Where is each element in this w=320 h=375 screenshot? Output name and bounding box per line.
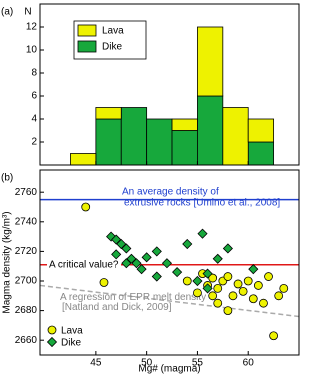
marker — [192, 275, 203, 287]
y-tick-label: 2720 — [15, 246, 38, 257]
marker — [248, 294, 258, 304]
panel-label: (b) — [1, 173, 13, 184]
marker — [279, 283, 289, 293]
y-tick-label: 2700 — [15, 276, 38, 287]
y-tick-label: 10 — [26, 45, 38, 56]
marker — [99, 278, 109, 287]
y-axis-label: N — [24, 7, 31, 18]
marker — [131, 258, 142, 269]
legend-marker — [47, 325, 57, 335]
marker — [172, 267, 183, 278]
marker — [111, 249, 122, 260]
x-axis-label: Mg# (magma) — [138, 364, 200, 375]
y-tick-label: 8 — [31, 68, 37, 79]
y-tick-label: 2660 — [15, 335, 38, 346]
marker — [151, 246, 162, 257]
marker — [116, 238, 127, 250]
bar — [120, 107, 148, 166]
marker — [274, 291, 284, 301]
annotation-text: An average density of — [122, 186, 219, 197]
bar — [197, 26, 224, 97]
marker — [202, 268, 213, 279]
marker — [213, 298, 223, 308]
marker — [228, 291, 238, 301]
panel-label: (a) — [1, 7, 13, 18]
bar — [197, 95, 224, 166]
marker — [208, 273, 218, 283]
marker — [264, 272, 273, 281]
bar — [95, 107, 122, 120]
marker — [197, 228, 208, 239]
x-tick-label: 55 — [192, 358, 204, 369]
x-tick-label: 60 — [243, 358, 255, 369]
marker — [222, 243, 233, 254]
marker — [182, 276, 192, 286]
y-tick-label: 6 — [31, 91, 37, 102]
y-tick-label: 4 — [31, 114, 37, 125]
marker — [202, 283, 213, 294]
marker — [193, 288, 202, 298]
y-tick-label: 2740 — [15, 216, 38, 227]
annotation: A critical value? — [49, 259, 119, 270]
bar — [146, 118, 173, 166]
marker — [243, 276, 253, 286]
annotation: A regression of EPR melt density [Natland… — [60, 292, 206, 313]
marker — [233, 279, 243, 289]
annotation-text: [Natland and Dick, 2009] — [62, 302, 172, 313]
y-tick-label: 2760 — [15, 187, 38, 198]
marker — [248, 264, 259, 275]
y-axis-label: Magma density (kg/m³) — [2, 211, 13, 313]
marker — [81, 202, 91, 212]
bar — [171, 118, 198, 131]
plot-frame — [39, 169, 300, 356]
marker — [161, 258, 173, 269]
marker — [141, 252, 152, 263]
y-tick-label: 2 — [31, 137, 37, 148]
annotation-text: A regression of EPR melt density — [60, 292, 206, 303]
marker — [259, 298, 268, 308]
legend-swatch — [77, 40, 97, 53]
marker — [136, 264, 147, 275]
plot-frame — [39, 3, 300, 166]
y-tick-label: 2680 — [15, 305, 38, 316]
marker — [121, 258, 132, 269]
marker — [223, 306, 233, 316]
annotation: An average density of extrusive rocks [Um… — [122, 186, 280, 208]
bar — [247, 141, 275, 166]
regression-line — [39, 284, 300, 318]
x-tick-label: 50 — [141, 358, 153, 369]
annotation-bg — [47, 258, 121, 271]
bar — [171, 130, 198, 166]
marker — [182, 238, 193, 250]
marker — [223, 272, 233, 281]
marker — [212, 253, 223, 264]
legend-label: Dike — [61, 338, 81, 349]
bar — [70, 153, 97, 166]
legend-marker — [46, 336, 58, 348]
legend-label: Lava — [61, 326, 83, 337]
bar — [247, 118, 275, 143]
y-tick-label: 12 — [26, 22, 38, 33]
legend-label: Lava — [102, 26, 124, 37]
marker — [253, 281, 263, 290]
marker — [208, 291, 218, 301]
marker — [269, 331, 279, 341]
bar — [95, 118, 122, 166]
marker — [151, 271, 162, 282]
marker — [213, 283, 223, 293]
legend-swatch — [77, 24, 97, 37]
marker — [238, 286, 248, 296]
bar — [222, 107, 249, 166]
x-tick-label: 45 — [90, 358, 102, 369]
legend-label: Dike — [102, 42, 122, 53]
annotation-text: extrusive rocks [Umino et al., 2008] — [124, 197, 280, 208]
marker — [121, 243, 132, 254]
